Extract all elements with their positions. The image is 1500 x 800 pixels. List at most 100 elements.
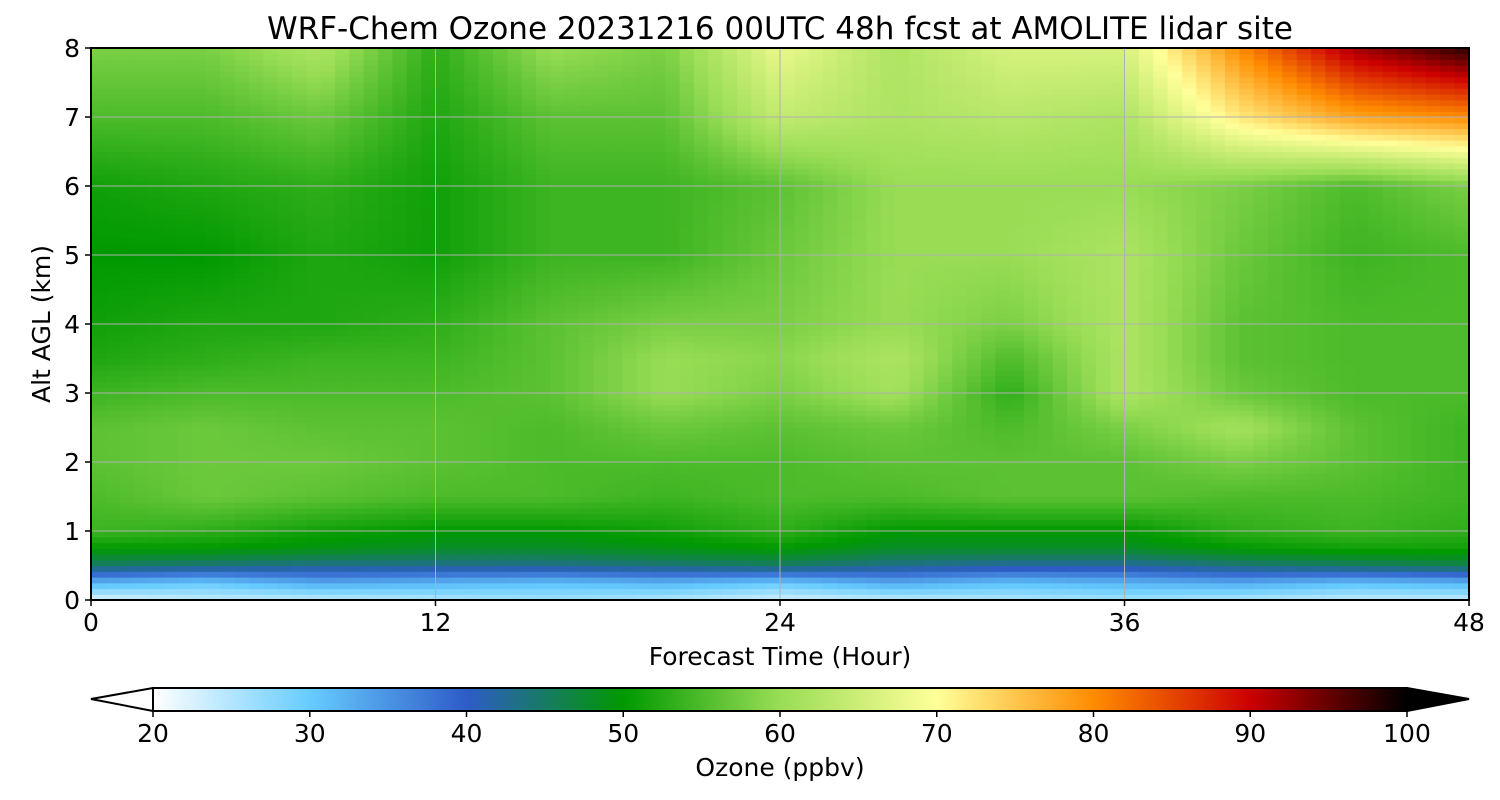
heatmap-cell	[191, 329, 207, 337]
heatmap-cell	[320, 594, 336, 600]
heatmap-cell	[1282, 364, 1298, 371]
heatmap-cell	[722, 588, 738, 595]
heatmap-cell	[291, 559, 307, 567]
heatmap-cell	[1368, 393, 1384, 400]
heatmap-cell	[1411, 554, 1427, 561]
heatmap-cell	[478, 324, 494, 331]
heatmap-cell	[823, 306, 839, 314]
heatmap-cell	[248, 508, 264, 515]
heatmap-cell	[205, 301, 221, 308]
heatmap-cell	[478, 387, 494, 394]
heatmap-cell	[550, 502, 566, 509]
heatmap-cell	[234, 525, 250, 532]
heatmap-cell	[765, 433, 781, 440]
heatmap-cell	[134, 433, 150, 440]
heatmap-cell	[966, 588, 982, 595]
heatmap-cell	[435, 318, 451, 325]
heatmap-cell	[722, 513, 738, 521]
heatmap-cell	[736, 485, 752, 492]
heatmap-cell	[607, 318, 623, 325]
heatmap-cell	[1425, 479, 1441, 486]
heatmap-cell	[248, 341, 264, 348]
heatmap-cell	[91, 582, 106, 590]
heatmap-cell	[1425, 370, 1441, 377]
heatmap-cell	[1454, 381, 1469, 388]
heatmap-cell	[665, 536, 681, 544]
heatmap-cell	[1067, 588, 1083, 595]
heatmap-cell	[205, 381, 221, 388]
heatmap-cell	[234, 410, 250, 417]
heatmap-cell	[1167, 467, 1183, 475]
heatmap-cell	[363, 312, 379, 319]
heatmap-cell	[277, 375, 293, 383]
heatmap-cell	[1110, 393, 1126, 400]
heatmap-cell	[1311, 352, 1327, 360]
heatmap-cell	[851, 508, 867, 515]
heatmap-cell	[1067, 370, 1083, 377]
heatmap-cell	[808, 479, 824, 486]
heatmap-cell	[148, 410, 164, 417]
heatmap-cell	[593, 329, 609, 337]
heatmap-cell	[1282, 381, 1298, 388]
heatmap-cell	[1339, 329, 1355, 337]
heatmap-cell	[1282, 485, 1298, 492]
heatmap-cell	[765, 502, 781, 509]
heatmap-cell	[1124, 341, 1140, 348]
heatmap-cell	[966, 301, 982, 308]
heatmap-cell	[1067, 444, 1083, 452]
heatmap-cell	[535, 490, 551, 498]
heatmap-cell	[378, 559, 394, 567]
heatmap-cell	[1081, 410, 1097, 417]
heatmap-cell	[564, 565, 580, 572]
heatmap-cell	[607, 473, 623, 480]
heatmap-cell	[823, 410, 839, 417]
heatmap-cell	[636, 571, 652, 578]
heatmap-cell	[306, 513, 322, 521]
heatmap-cell	[794, 352, 810, 360]
heatmap-cell	[148, 404, 164, 411]
heatmap-cell	[449, 358, 465, 365]
heatmap-cell	[937, 416, 953, 423]
heatmap-cell	[421, 577, 437, 584]
heatmap-cell	[622, 439, 638, 446]
heatmap-cell	[378, 456, 394, 463]
heatmap-cell	[851, 467, 867, 475]
heatmap-cell	[952, 571, 968, 578]
heatmap-cell	[492, 444, 508, 452]
heatmap-cell	[406, 387, 422, 394]
heatmap-cell	[736, 410, 752, 417]
heatmap-cell	[1425, 571, 1441, 578]
heatmap-cell	[722, 387, 738, 394]
heatmap-cell	[866, 347, 882, 354]
heatmap-cell	[162, 444, 178, 452]
heatmap-cell	[780, 324, 795, 331]
heatmap-cell	[1354, 577, 1370, 584]
heatmap-cell	[406, 542, 422, 549]
heatmap-cell	[1311, 306, 1327, 314]
heatmap-cell	[722, 554, 738, 561]
heatmap-cell	[464, 433, 480, 440]
heatmap-cell	[579, 531, 594, 538]
heatmap-cell	[1368, 554, 1384, 561]
heatmap-cell	[464, 381, 480, 388]
heatmap-cell	[636, 358, 652, 365]
heatmap-cell	[335, 536, 350, 544]
heatmap-cell	[851, 335, 867, 342]
heatmap-cell	[378, 410, 394, 417]
heatmap-cell	[335, 381, 350, 388]
heatmap-cell	[449, 519, 465, 526]
heatmap-cell	[1167, 370, 1183, 377]
heatmap-cell	[162, 577, 178, 584]
heatmap-cell	[1138, 479, 1154, 486]
heatmap-cell	[1081, 301, 1097, 308]
heatmap-cell	[349, 594, 365, 600]
heatmap-cell	[909, 433, 925, 440]
heatmap-cell	[1224, 387, 1240, 394]
heatmap-cell	[1368, 324, 1384, 331]
heatmap-cell	[1239, 594, 1255, 600]
heatmap-cell	[823, 444, 839, 452]
heatmap-cell	[880, 582, 896, 590]
heatmap-cell	[708, 525, 724, 532]
heatmap-cell	[607, 352, 623, 360]
heatmap-cell	[1167, 381, 1183, 388]
